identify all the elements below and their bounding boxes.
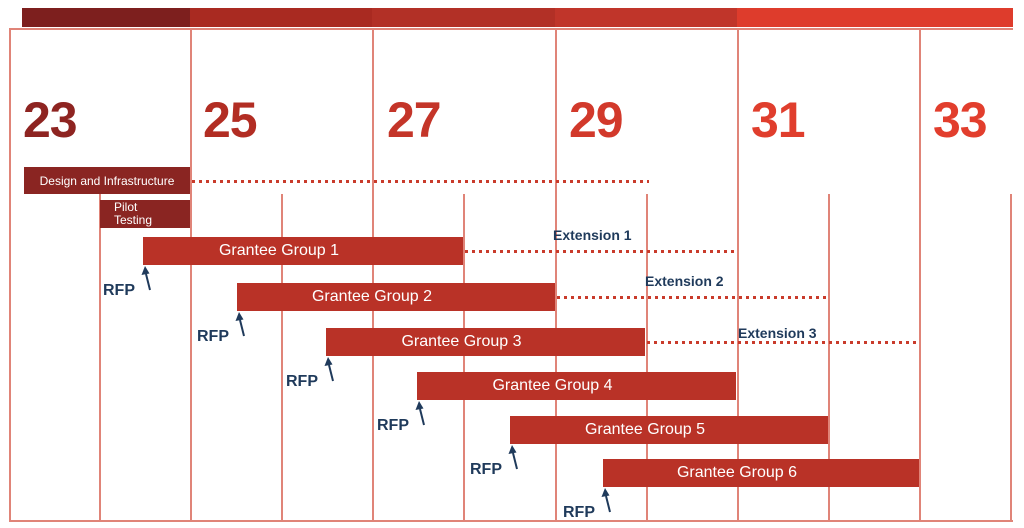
task-bar: Grantee Group 5 [510,416,828,444]
task-bar-label: Grantee Group 6 [676,464,798,481]
header-gradient-segment [372,8,555,27]
gridline-minor [1010,194,1012,520]
header-gradient-segment [22,8,190,27]
header-gradient-segment [555,8,737,27]
rfp-label: RFP [563,504,595,521]
rfp-arrow-icon [324,357,336,382]
rfp-arrow-icon [601,488,613,513]
extension-label: Extension 3 [738,325,817,341]
rfp-arrow-icon [508,445,520,470]
task-bar-label: Design and Infrastructure [39,173,175,188]
task-bar: Grantee Group 4 [417,372,736,400]
task-bar-label: Grantee Group 5 [584,421,706,438]
timeline-year-label: 27 [387,92,442,148]
task-bar: Grantee Group 6 [603,459,919,487]
header-gradient-segment [190,8,372,27]
header-gradient-segment [737,8,1013,27]
gridline-minor [828,194,830,520]
gridline-major [919,28,921,520]
task-bar: Grantee Group 2 [237,283,555,311]
gridline-major [9,28,11,520]
gridline-minor [99,194,101,520]
gridline-minor [281,194,283,520]
dotted-extension-line [465,250,737,253]
task-bar: Grantee Group 3 [326,328,645,356]
extension-label: Extension 1 [553,227,632,243]
rfp-label: RFP [470,461,502,478]
task-bar-label: Pilot Testing [114,200,153,227]
rfp-arrow-icon [141,266,153,291]
timeline-year-label: 23 [23,92,78,148]
timeline-year-label: 25 [203,92,258,148]
rfp-label: RFP [103,282,135,299]
task-bar-label: Grantee Group 4 [492,377,613,394]
gridline-major [555,28,557,520]
task-bar: Grantee Group 1 [143,237,463,265]
rfp-label: RFP [197,328,229,345]
dotted-extension-line [192,180,649,183]
task-bar: Design and Infrastructure [24,167,190,194]
task-bar-label: Grantee Group 1 [218,242,340,259]
rfp-arrow-icon [235,312,247,337]
timeline-year-label: 31 [751,92,806,148]
chart-top-border [9,28,1013,30]
task-bar-label: Grantee Group 3 [401,333,522,350]
timeline-year-label: 29 [569,92,624,148]
gridline-minor [646,194,648,520]
gridline-major [737,28,739,520]
dotted-extension-line [647,341,916,344]
gridline-major [190,28,192,520]
gridline-major [372,28,374,520]
rfp-label: RFP [377,417,409,434]
task-bar-label: Grantee Group 2 [311,288,433,305]
gridline-minor [463,194,465,520]
rfp-label: RFP [286,373,318,390]
chart-bottom-border [9,520,1013,522]
extension-label: Extension 2 [645,273,724,289]
dotted-extension-line [557,296,828,299]
timeline-year-label: 33 [933,92,988,148]
rfp-arrow-icon [415,401,427,426]
task-bar: Pilot Testing [100,200,190,228]
